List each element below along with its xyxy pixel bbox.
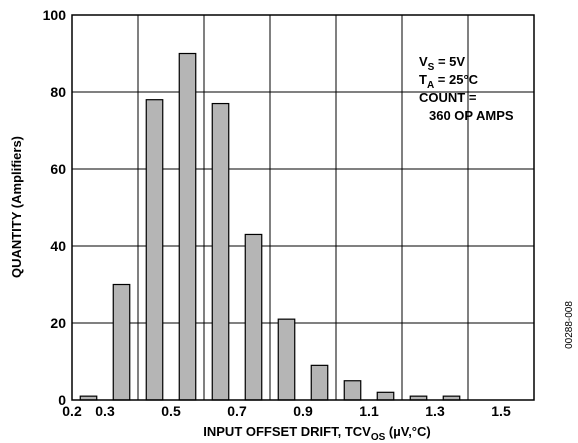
x-tick-label-4: 0.9 bbox=[293, 403, 313, 419]
conditions-note: VS = 5V TA = 25°C COUNT = 360 OP AMPS bbox=[419, 54, 514, 123]
x-tick-label-3: 0.7 bbox=[227, 403, 247, 419]
count-label: COUNT = bbox=[419, 90, 477, 105]
x-tick-label-1: 0.3 bbox=[95, 403, 115, 419]
bar-8 bbox=[343, 380, 362, 401]
supply-voltage-note: VS = 5V bbox=[419, 54, 465, 73]
x-tick-label-2: 0.5 bbox=[161, 403, 181, 419]
y-tick-label-2: 40 bbox=[50, 238, 66, 254]
x-tick-label-5: 1.1 bbox=[359, 403, 379, 419]
x-tick-label-0: 0.2 bbox=[62, 403, 82, 419]
y-tick-label-0: 0 bbox=[58, 392, 66, 408]
bar-9 bbox=[376, 391, 395, 401]
temperature-note: TA = 25°C bbox=[419, 72, 479, 91]
bar-5 bbox=[244, 233, 263, 401]
bar-7 bbox=[310, 364, 329, 401]
y-axis-title: QUANTITY (Amplifiers) bbox=[9, 136, 24, 278]
bar-1 bbox=[112, 283, 131, 401]
x-tick-label-6: 1.3 bbox=[425, 403, 445, 419]
x-tick-label-7: 1.5 bbox=[491, 403, 511, 419]
x-axis-title-units: (µV,°C) bbox=[385, 424, 430, 439]
x-axis-title-subscript: OS bbox=[371, 432, 386, 443]
y-tick-labels: 0 20 40 60 80 100 bbox=[43, 7, 67, 408]
x-axis-title: INPUT OFFSET DRIFT, TCVOS (µV,°C) bbox=[203, 424, 430, 443]
bar-6 bbox=[277, 318, 296, 401]
bar-4 bbox=[211, 102, 230, 401]
plot-frame bbox=[71, 14, 535, 401]
figure-id: 00288-008 bbox=[564, 301, 575, 349]
count-value: 360 OP AMPS bbox=[429, 108, 514, 123]
x-axis-title-main: INPUT OFFSET DRIFT, TCV bbox=[203, 424, 371, 439]
y-tick-label-5: 100 bbox=[43, 7, 67, 23]
bar-3 bbox=[178, 52, 197, 401]
y-tick-label-3: 60 bbox=[50, 161, 66, 177]
x-tick-labels: 0.2 0.3 0.5 0.7 0.9 1.1 1.3 1.5 bbox=[62, 403, 511, 419]
y-tick-label-4: 80 bbox=[50, 84, 66, 100]
bar-2 bbox=[145, 99, 164, 401]
y-tick-label-1: 20 bbox=[50, 315, 66, 331]
